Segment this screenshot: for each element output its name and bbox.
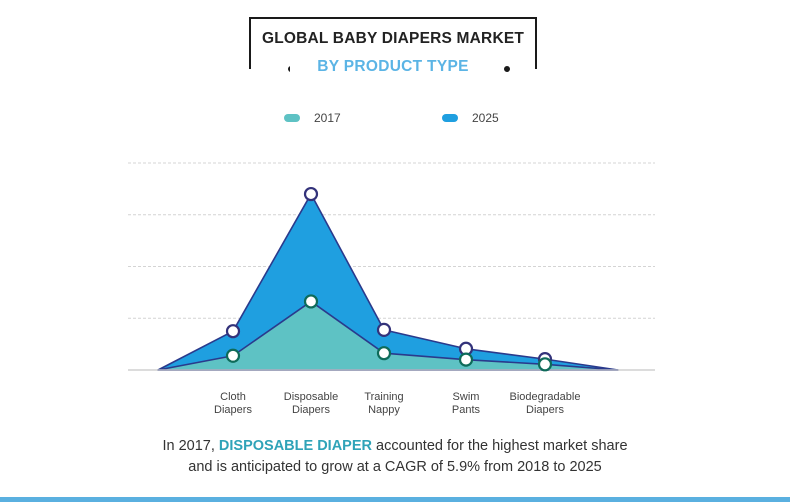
marker-2017 [225,348,241,363]
marker-2017 [537,357,553,372]
caption-highlight: DISPOSABLE DIAPER [218,438,372,454]
legend-label-2025: 2025 [472,111,499,125]
caption-suffix: accounted for the highest market share [372,438,628,454]
caption-line-2: and is anticipated to grow at a CAGR of … [188,459,602,475]
marker-2025 [303,186,319,202]
series-area-2017 [157,300,619,371]
chart-subtitle: BY PRODUCT TYPE [290,58,496,76]
legend-item-2017: 2017 [284,111,341,125]
caption-line-1: In 2017, DISPOSABLE DIAPER accounted for… [0,436,790,457]
marker-2025 [376,322,392,337]
x-tick-label: Swim Pants [452,391,481,416]
chart-title: GLOBAL BABY DIAPERS MARKET [261,30,525,47]
title-decor-dot-right [504,66,510,72]
marker-2017 [376,346,392,361]
x-tick-label: Disposable Diapers [284,391,338,416]
legend-label-2017: 2017 [314,111,341,125]
x-tick-label: Cloth Diapers [214,391,252,416]
title-frame [249,17,537,69]
series-markers [225,186,553,372]
legend-swatch-2025 [442,114,458,122]
series-area-2025 [157,193,619,371]
bottom-accent-bar [0,497,790,502]
legend-item-2025: 2025 [442,111,499,125]
caption-prefix: In 2017, [162,438,219,454]
x-axis-labels: Cloth Diapers Disposable Diapers Training Nap… [214,391,580,416]
marker-2017 [458,352,474,367]
series-areas [128,193,655,371]
marker-2017 [303,294,319,309]
x-tick-label: Biodegradable Diapers [510,391,581,416]
x-tick-label: Training Nappy [364,391,403,416]
marker-2025 [225,324,241,339]
caption: In 2017, DISPOSABLE DIAPER accounted for… [0,436,790,478]
chart-plot: Cloth Diapers Disposable Diapers Training Nap… [128,162,655,416]
legend-swatch-2017 [284,114,300,122]
legend: 2017 2025 [0,111,790,127]
